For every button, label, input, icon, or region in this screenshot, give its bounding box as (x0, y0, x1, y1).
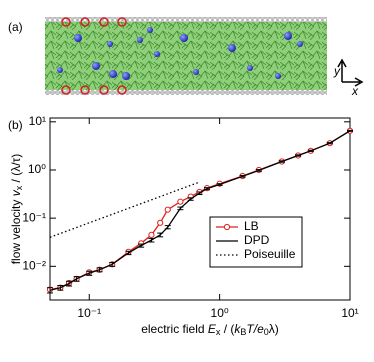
x-label-part: e (257, 322, 264, 336)
x-label-part: E (208, 322, 217, 336)
error-bar (73, 276, 80, 282)
y-label-part: x (14, 185, 24, 190)
error-bar (239, 174, 246, 178)
series-line (49, 130, 351, 291)
error-bar (347, 129, 353, 132)
x-label-part: T/ (246, 322, 258, 336)
axis-x-glyph-label: x (351, 84, 359, 98)
error-bar (148, 237, 155, 243)
solvent-mesh (45, 22, 327, 90)
error-bar (57, 284, 64, 291)
error-bar (157, 232, 164, 238)
axes-glyph (337, 58, 364, 87)
error-bar (125, 250, 132, 256)
y-axis-label: flow velocity vx / (λ/τ) (9, 154, 24, 265)
error-bar (164, 225, 171, 230)
x-axis-label: electric field Ex / (kBT/e0λ) (141, 322, 279, 337)
axis-y-glyph-label: y (333, 64, 341, 78)
x-tick-label: 10⁰ (211, 306, 229, 320)
legend-label: LB (244, 219, 259, 233)
counterions (57, 27, 303, 80)
error-bar (86, 270, 93, 276)
x-label-part: x (216, 327, 221, 337)
error-bar (66, 280, 73, 287)
error-bar (295, 154, 302, 157)
x-label-part: 0 (264, 327, 269, 337)
error-bar (255, 169, 262, 172)
error-bar (187, 197, 194, 201)
y-label-part: v (9, 189, 23, 196)
error-bar (138, 243, 145, 248)
error-bar (96, 267, 103, 273)
wall-bottom (45, 90, 327, 95)
legend-marker (223, 223, 231, 231)
y-label-part: flow velocity (9, 196, 23, 264)
panel-a: (a) y x (8, 17, 364, 98)
x-label-part: electric field (141, 322, 208, 336)
x-label-part: λ) (269, 322, 279, 336)
series-line (49, 181, 200, 238)
data-point (177, 198, 184, 205)
x-label-part: / ( (220, 322, 234, 336)
error-bar (216, 183, 223, 186)
error-bar (47, 287, 53, 294)
error-bar (109, 262, 116, 267)
error-bar (278, 160, 285, 163)
error-bar (326, 142, 333, 145)
x-tick-label: 10⁻¹ (77, 306, 101, 320)
plot-frame (49, 117, 351, 301)
x-label-part: B (240, 327, 246, 337)
legend-label: DPD (244, 233, 270, 247)
wall-top (45, 17, 327, 22)
data-point (148, 231, 155, 238)
y-tick-label: 10¹ (29, 114, 46, 128)
panel-label: (b) (8, 118, 23, 132)
y-tick-label: 10⁻² (22, 259, 46, 273)
data-point (164, 206, 171, 213)
y-tick-label: 10⁻¹ (22, 210, 46, 224)
x-tick-label: 10¹ (341, 306, 358, 320)
legend-label: Poiseuille (244, 247, 296, 261)
panel-label: (a) (8, 20, 23, 34)
series-line (49, 130, 351, 291)
wall-charges (61, 17, 127, 95)
error-bar (307, 149, 314, 152)
x-label-part: k (234, 322, 241, 336)
data-point (157, 219, 164, 226)
error-bar (177, 206, 184, 211)
y-tick-label: 10⁰ (28, 162, 46, 176)
y-label-part: / (λ/τ) (9, 154, 23, 186)
error-bar (196, 191, 203, 195)
error-bar (203, 187, 210, 191)
